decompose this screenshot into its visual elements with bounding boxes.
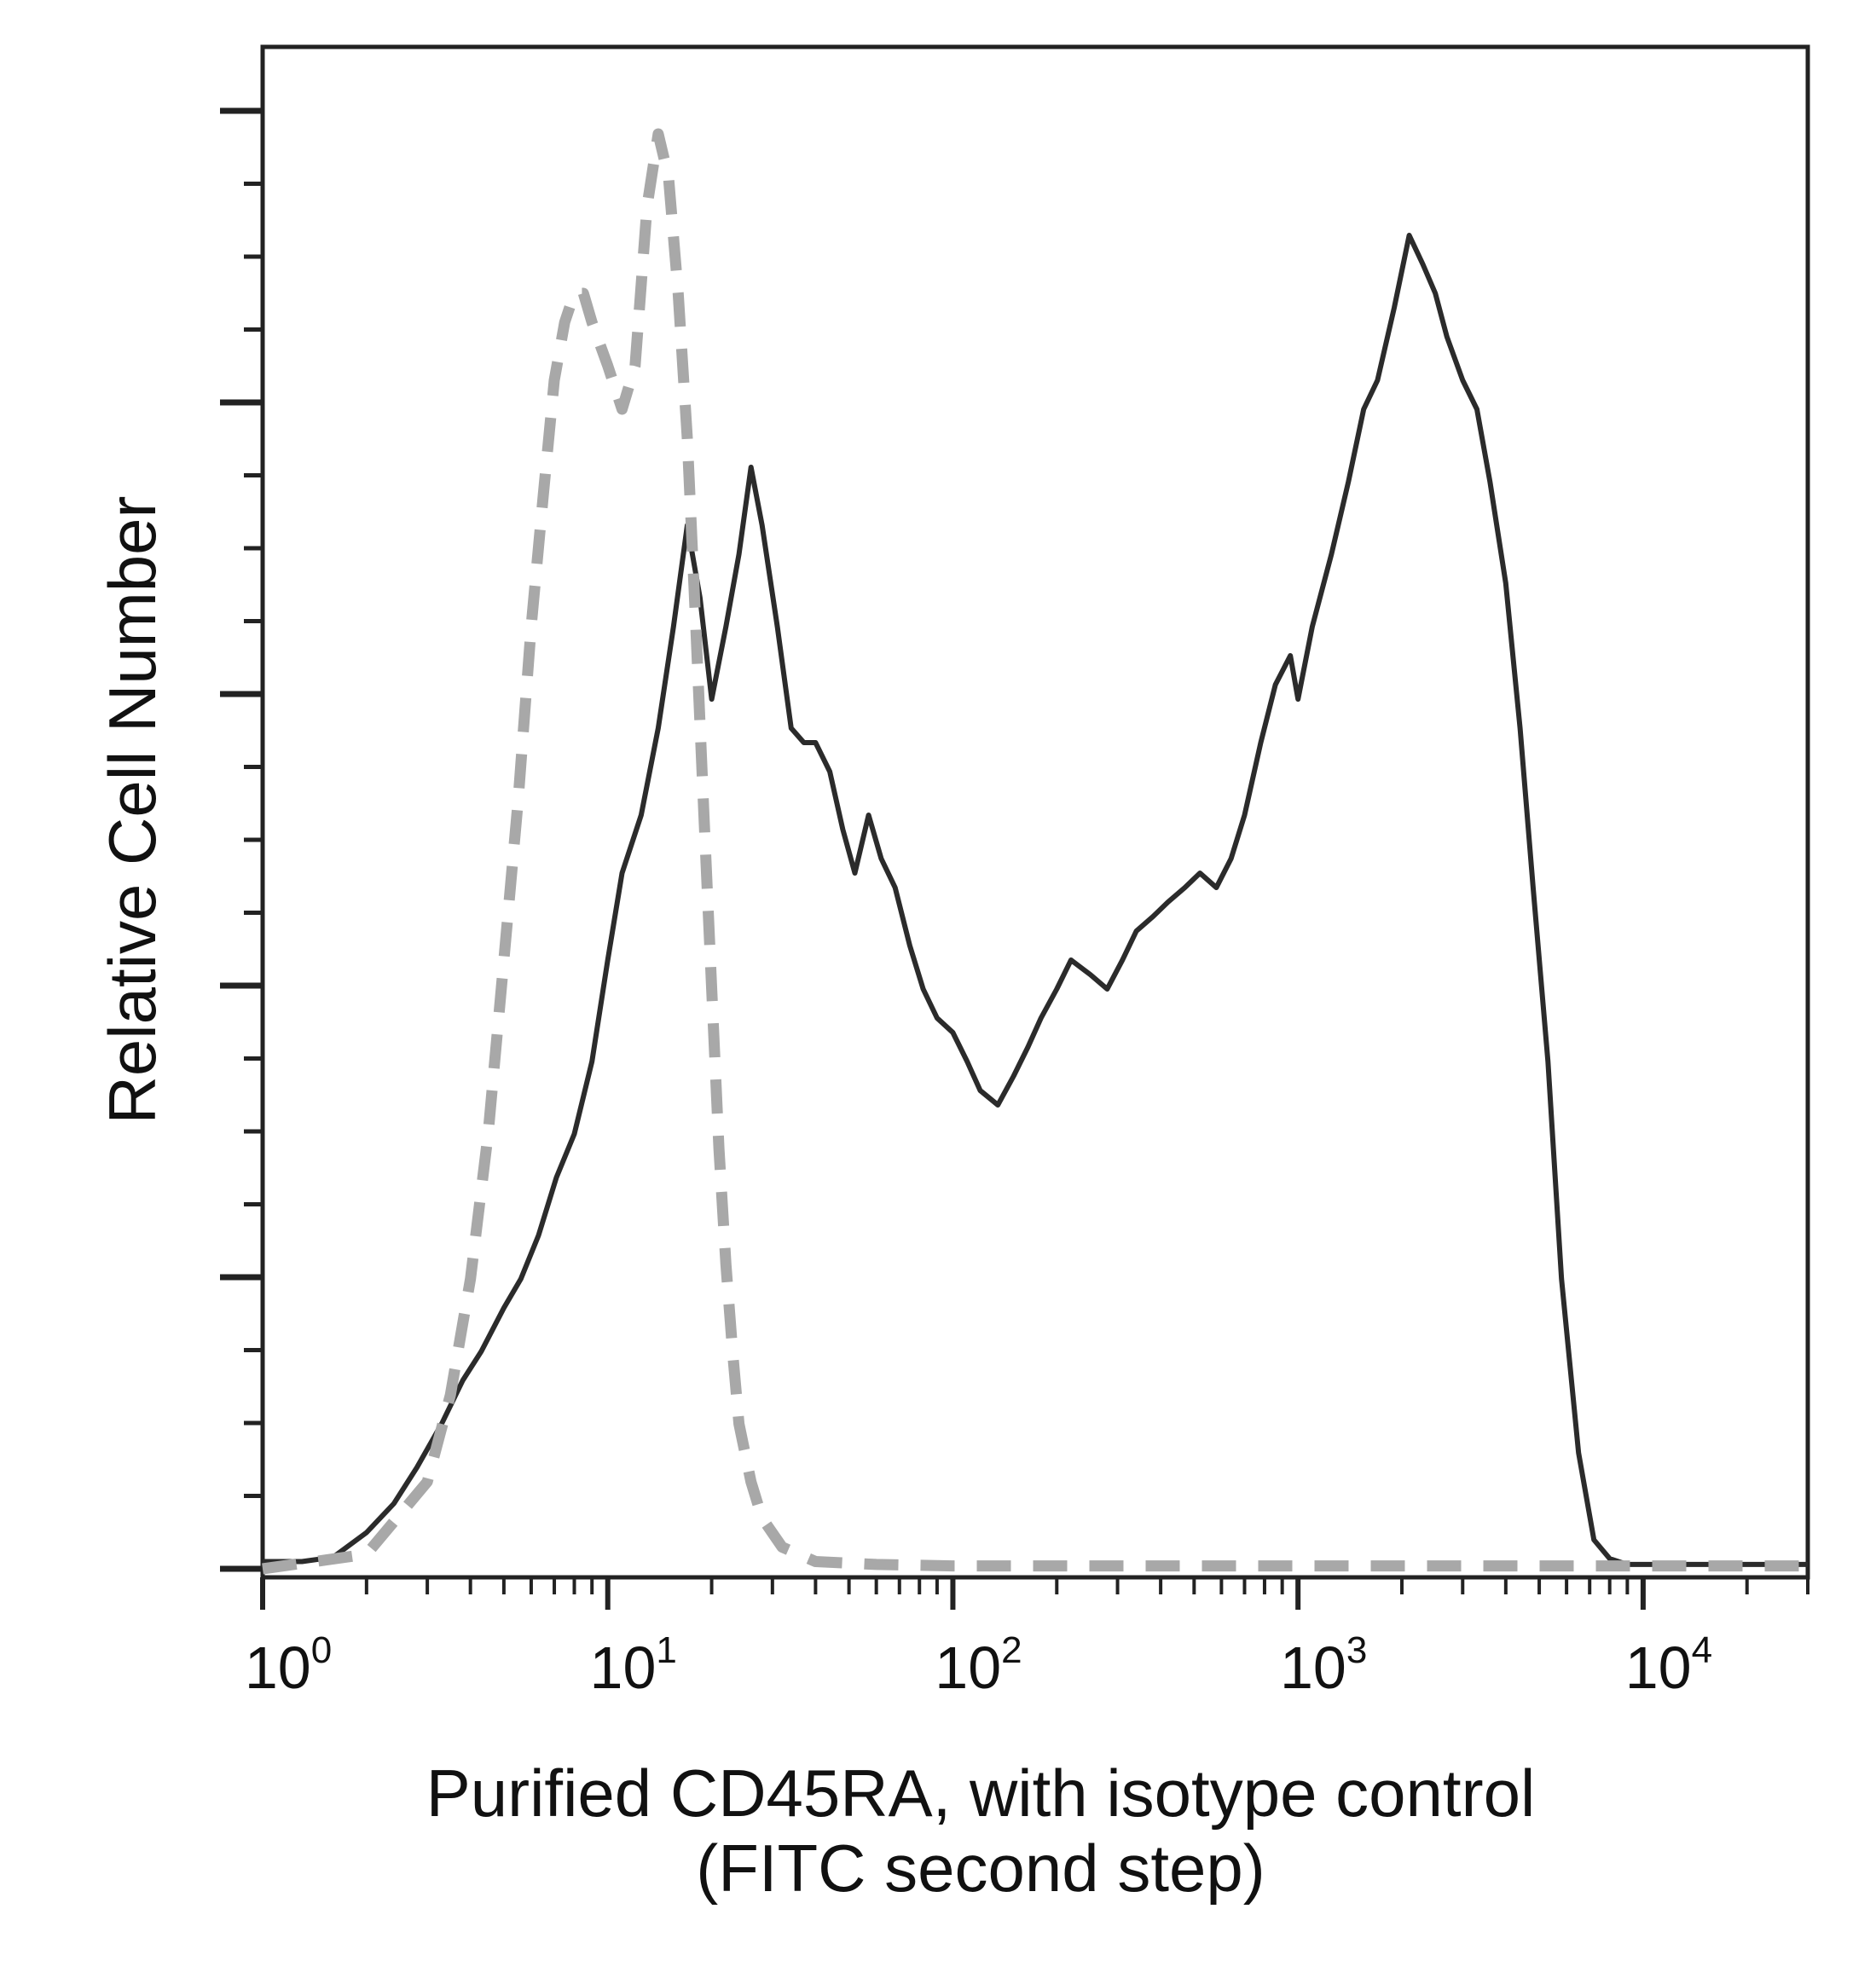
x-tick-label: 104	[1625, 1629, 1712, 1701]
isotype-control-curve	[262, 128, 1808, 1575]
x-tick-label: 103	[1280, 1629, 1367, 1701]
x-tick-label: 101	[590, 1629, 677, 1701]
y-axis-title: Relative Cell Number	[95, 496, 170, 1125]
x-tick-labels: 100 101 102 103 104	[245, 1629, 1712, 1701]
x-axis-title-line1: Purified CD45RA, with isotype control	[426, 1756, 1536, 1831]
x-tick-label: 100	[245, 1629, 332, 1701]
x-axis	[260, 1577, 1809, 1610]
series-layer	[262, 128, 1808, 1575]
plot-frame	[260, 44, 1810, 1580]
x-tick-label: 102	[935, 1629, 1022, 1701]
x-axis-title-line2: (FITC second step)	[696, 1831, 1265, 1906]
y-axis	[220, 107, 263, 1572]
sample-curve	[263, 233, 1808, 1567]
